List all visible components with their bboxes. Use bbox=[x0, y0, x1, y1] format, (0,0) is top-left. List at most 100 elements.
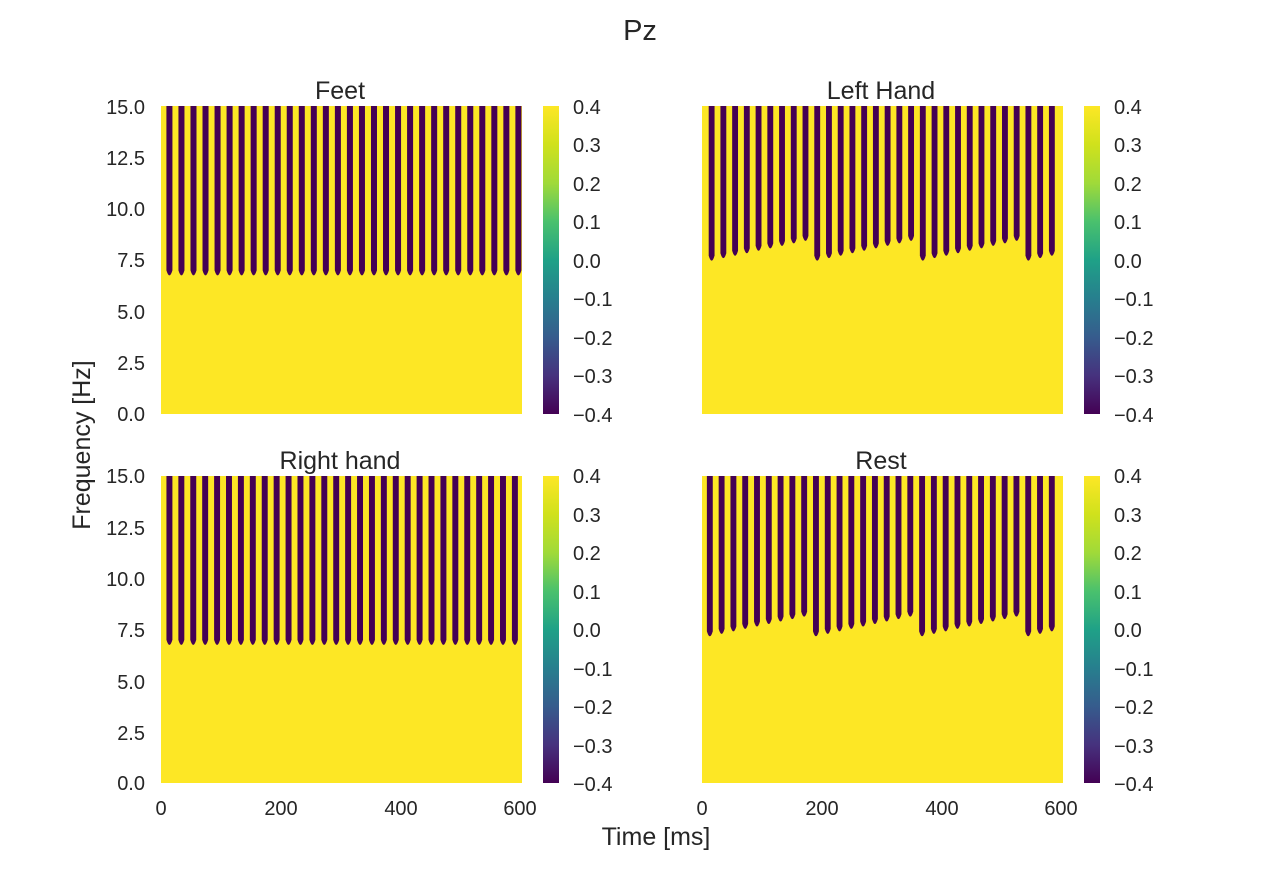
colorbar-tick-label: −0.4 bbox=[1114, 774, 1153, 796]
heatmap-stripe bbox=[1013, 106, 1020, 241]
y-tick-label: 2.5 bbox=[117, 723, 145, 745]
heatmap-stripe bbox=[931, 106, 938, 259]
x-tick-label: 0 bbox=[155, 798, 166, 820]
colorbar-tick-label: −0.3 bbox=[1114, 736, 1153, 758]
colorbar-tick-label: −0.4 bbox=[1114, 405, 1153, 427]
colorbar-tick-label: 0.0 bbox=[1114, 620, 1142, 642]
heatmap-stripe bbox=[966, 476, 973, 627]
heatmap-stripe bbox=[250, 106, 257, 276]
heatmap-stripe bbox=[455, 106, 462, 276]
panel-feet: Feet 0.0 2.5 5.0 7.5 10.0 12.5 15.0 0.4 … bbox=[106, 77, 612, 427]
colorbar-tick-label: −0.4 bbox=[573, 405, 612, 427]
heatmap-stripe bbox=[310, 106, 317, 276]
heatmap-stripe bbox=[1001, 476, 1008, 620]
heatmap-stripe bbox=[978, 106, 985, 249]
heatmap-stripe bbox=[488, 476, 495, 645]
colorbar-tick-label: 0.3 bbox=[573, 135, 601, 157]
colorbar-ticks: 0.4 0.3 0.2 0.1 0.0 −0.1 −0.2 −0.3 −0.4 bbox=[1114, 466, 1153, 796]
panel-title: Rest bbox=[855, 447, 906, 475]
heatmap-stripe bbox=[720, 106, 727, 259]
heatmap-stripe bbox=[370, 106, 377, 276]
heatmap-stripe bbox=[452, 476, 459, 645]
y-tick-label: 0.0 bbox=[117, 773, 145, 795]
heatmap-stripe bbox=[491, 106, 498, 276]
colorbar-tick-label: 0.0 bbox=[573, 620, 601, 642]
y-tick-label: 15.0 bbox=[106, 466, 145, 488]
heatmap-stripe bbox=[500, 476, 506, 645]
colorbar-tick-label: 0.2 bbox=[573, 174, 601, 196]
x-tick-label: 0 bbox=[696, 798, 707, 820]
heatmap-stripe bbox=[908, 106, 915, 241]
heatmap-stripe bbox=[895, 476, 902, 620]
heatmap-stripe bbox=[767, 106, 774, 249]
colorbar-tick-label: 0.3 bbox=[1114, 505, 1142, 527]
heatmap-stripe bbox=[440, 476, 447, 645]
heatmap-stripe bbox=[380, 476, 387, 645]
colorbar-tick-label: −0.2 bbox=[573, 697, 612, 719]
heatmap-stripe bbox=[274, 106, 281, 276]
colorbar-tick-label: −0.3 bbox=[573, 366, 612, 388]
y-tick-label: 7.5 bbox=[117, 620, 145, 642]
heatmap-stripe bbox=[346, 106, 353, 276]
heatmap-stripe bbox=[1002, 106, 1008, 244]
colorbar-tick-label: −0.2 bbox=[1114, 697, 1153, 719]
y-tick-label: 7.5 bbox=[117, 250, 145, 272]
colorbar bbox=[543, 476, 559, 783]
y-tick-label: 0.0 bbox=[117, 404, 145, 426]
heatmap-stripe bbox=[1025, 476, 1032, 637]
heatmap-stripe bbox=[226, 476, 232, 645]
y-tick-label: 5.0 bbox=[117, 302, 145, 324]
heatmap-stripe bbox=[966, 106, 973, 251]
heatmap-stripe bbox=[884, 106, 891, 246]
heatmap-stripe bbox=[765, 476, 772, 624]
heatmap-stripes bbox=[166, 106, 522, 276]
heatmap-stripe bbox=[202, 476, 209, 645]
colorbar-tick-label: −0.1 bbox=[1114, 659, 1153, 681]
y-tick-label: 10.0 bbox=[106, 569, 145, 591]
colorbar-tick-label: 0.1 bbox=[573, 582, 601, 604]
panel-title: Right hand bbox=[280, 447, 401, 475]
heatmap-stripe bbox=[419, 106, 426, 276]
heatmap-stripes bbox=[706, 476, 1055, 637]
heatmap-stripe bbox=[861, 106, 868, 251]
x-tick-label: 600 bbox=[1044, 798, 1077, 820]
x-tick-label: 600 bbox=[503, 798, 536, 820]
heatmap-stripe bbox=[1013, 476, 1020, 617]
colorbar-tick-label: −0.3 bbox=[573, 736, 612, 758]
y-tick-label: 12.5 bbox=[106, 518, 145, 540]
heatmap-stripe bbox=[718, 476, 725, 634]
heatmap-stripe bbox=[978, 476, 985, 624]
heatmap-stripe bbox=[479, 106, 486, 276]
heatmap-stripes bbox=[708, 106, 1055, 261]
heatmap-stripe bbox=[790, 106, 797, 244]
panel-rest: Rest 0 200 400 600 0.4 0.3 0.2 0.1 0.0 −… bbox=[696, 447, 1153, 820]
colorbar-tick-label: −0.2 bbox=[1114, 328, 1153, 350]
heatmap-stripe bbox=[237, 476, 244, 645]
heatmap-stripe bbox=[261, 476, 268, 645]
colorbar-tick-label: 0.3 bbox=[1114, 135, 1142, 157]
heatmap-stripe bbox=[730, 476, 737, 632]
heatmap-stripe bbox=[443, 106, 450, 276]
heatmap-stripe bbox=[262, 106, 269, 276]
colorbar-tick-label: 0.4 bbox=[1114, 466, 1142, 488]
heatmap-stripe bbox=[836, 476, 843, 632]
heatmap-stripe bbox=[990, 106, 997, 246]
y-axis-ticks: 0.0 2.5 5.0 7.5 10.0 12.5 15.0 bbox=[106, 466, 145, 795]
heatmap-stripe bbox=[826, 106, 832, 259]
x-axis-ticks: 0 200 400 600 bbox=[696, 798, 1077, 820]
heatmap-stripe bbox=[404, 476, 411, 645]
heatmap-stripe bbox=[395, 106, 402, 276]
heatmap-stripe bbox=[358, 106, 365, 276]
heatmap-stripe bbox=[286, 106, 293, 276]
colorbar bbox=[543, 106, 559, 414]
colorbar-tick-label: 0.0 bbox=[573, 251, 601, 273]
heatmap-stripe bbox=[860, 476, 867, 627]
heatmap-stripe bbox=[837, 106, 844, 256]
heatmap-background bbox=[161, 106, 522, 414]
x-tick-label: 400 bbox=[384, 798, 417, 820]
colorbar-tick-label: −0.2 bbox=[573, 328, 612, 350]
y-axis-label: Frequency [Hz] bbox=[68, 360, 96, 530]
heatmap-stripe bbox=[802, 106, 809, 241]
heatmap-stripe bbox=[954, 476, 961, 629]
